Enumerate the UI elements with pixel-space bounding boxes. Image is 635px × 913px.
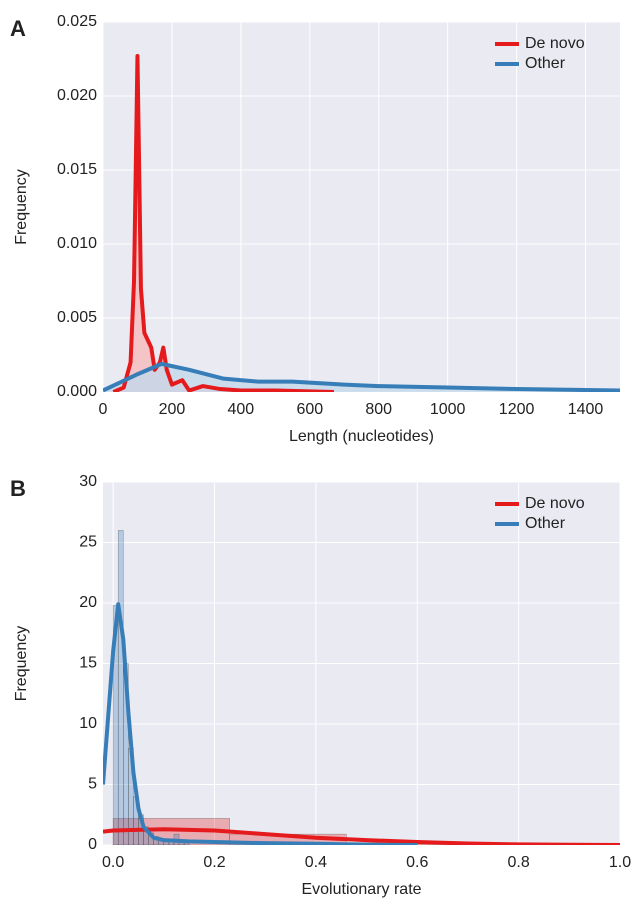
- y-tick-label: 0.000: [57, 383, 97, 400]
- x-tick-label: 1000: [430, 401, 466, 418]
- y-tick-label: 0.020: [57, 87, 97, 104]
- legend-label: De novo: [525, 495, 585, 512]
- y-tick-label: 10: [79, 715, 97, 732]
- y-tick-label: 5: [88, 776, 97, 793]
- density-line: [112, 54, 334, 392]
- x-tick-label: 0: [99, 401, 108, 418]
- panel-label: B: [10, 476, 26, 501]
- x-tick-label: 800: [365, 401, 392, 418]
- x-tick-label: 400: [228, 401, 255, 418]
- y-tick-label: 15: [79, 655, 97, 672]
- x-tick-label: 1400: [568, 401, 604, 418]
- density-area: [113, 56, 334, 392]
- y-tick-label: 20: [79, 594, 97, 611]
- x-tick-label: 600: [296, 401, 323, 418]
- panel-label: A: [10, 16, 26, 41]
- x-tick-label: 0.6: [406, 854, 428, 871]
- density-area: [103, 363, 620, 392]
- y-tick-label: 25: [79, 534, 97, 551]
- density-line: [103, 827, 620, 845]
- x-tick-label: 0.8: [508, 854, 530, 871]
- x-tick-label: 1.0: [609, 854, 631, 871]
- x-tick-label: 200: [159, 401, 186, 418]
- y-tick-label: 0.025: [57, 13, 97, 30]
- x-tick-label: 1200: [499, 401, 535, 418]
- legend-label: Other: [525, 55, 566, 72]
- histogram-bar: [117, 530, 124, 845]
- y-tick-label: 0.010: [57, 235, 97, 252]
- y-tick-label: 30: [79, 473, 97, 490]
- y-axis-label: Frequency: [13, 169, 30, 245]
- y-axis-label: Frequency: [13, 626, 30, 702]
- y-tick-label: 0.015: [57, 161, 97, 178]
- x-tick-label: 0.0: [102, 854, 124, 871]
- y-tick-label: 0: [88, 836, 97, 853]
- density-line: [103, 361, 620, 392]
- legend-label: De novo: [525, 35, 585, 52]
- x-axis-label: Evolutionary rate: [301, 881, 421, 898]
- plot-area: [103, 22, 620, 392]
- x-tick-label: 0.4: [305, 854, 327, 871]
- y-tick-label: 0.005: [57, 309, 97, 326]
- x-tick-label: 0.2: [203, 854, 225, 871]
- x-axis-label: Length (nucleotides): [289, 428, 434, 445]
- density-line: [103, 602, 418, 845]
- legend-label: Other: [525, 515, 566, 532]
